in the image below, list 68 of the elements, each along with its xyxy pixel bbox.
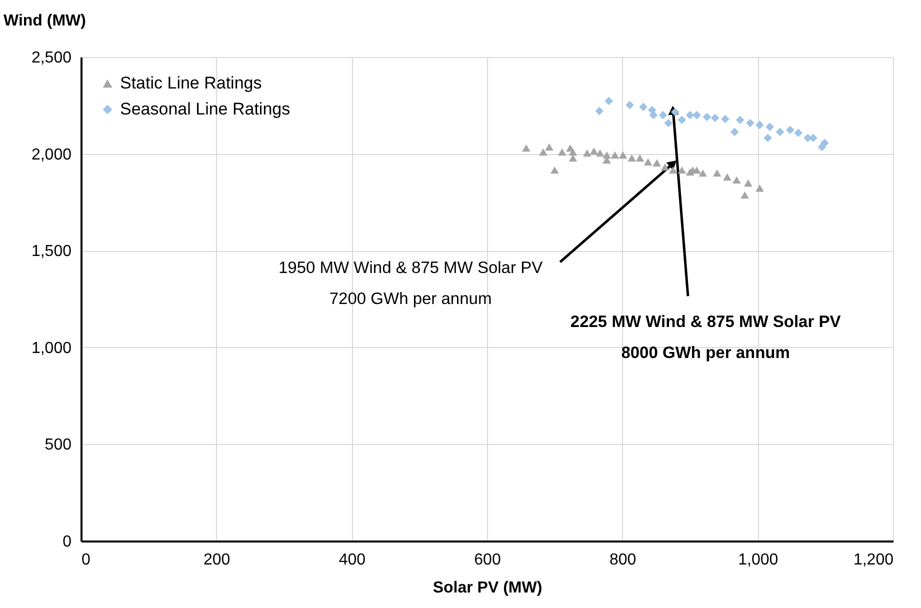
point — [636, 154, 644, 162]
point — [558, 148, 566, 156]
point — [590, 147, 598, 155]
point — [712, 169, 722, 177]
y-tick-label: 500 — [44, 436, 72, 454]
point — [744, 179, 752, 187]
point — [538, 148, 548, 156]
point — [545, 143, 554, 151]
x-tick-label: 200 — [203, 552, 230, 568]
point — [692, 110, 701, 120]
point — [639, 102, 648, 112]
point — [736, 116, 744, 124]
point — [764, 134, 772, 142]
annotation: 1950 MW Wind & 875 MW Solar PV 7200 GWh per annum — [278, 259, 543, 308]
point — [746, 118, 754, 128]
x-tick-label: 800 — [609, 552, 636, 568]
point — [698, 169, 708, 177]
point — [664, 118, 673, 128]
point — [732, 176, 741, 184]
point — [595, 106, 604, 116]
point — [604, 96, 613, 106]
y-tick-label: 1,000 — [31, 340, 72, 357]
point — [678, 116, 686, 124]
x-tick-label: 400 — [338, 552, 366, 568]
y-tick-label: 0 — [62, 534, 72, 550]
x-tick-label: 1,200 — [853, 552, 894, 568]
point — [786, 126, 794, 134]
point — [522, 144, 530, 152]
x-axis-title: Solar PV (MW) — [432, 580, 542, 596]
annotation: 2225 MW Wind & 875 MW Solar PV 8000 GWh per annum — [570, 313, 841, 362]
point — [582, 149, 592, 157]
point — [756, 120, 764, 130]
point — [756, 184, 764, 192]
point — [670, 108, 680, 116]
y-axis-title: Wind (MW) — [4, 12, 86, 30]
point — [628, 154, 636, 162]
point — [766, 122, 774, 132]
point — [618, 151, 628, 159]
point — [568, 148, 578, 156]
legend-label: Seasonal Line Ratings — [120, 100, 290, 118]
point — [644, 158, 652, 166]
x-tick-label: 0 — [82, 552, 90, 568]
point — [658, 110, 668, 120]
point — [702, 112, 712, 122]
point — [794, 128, 802, 138]
legend-label: Static Line Ratings — [120, 74, 262, 92]
y-tick-label: 1,500 — [31, 243, 72, 260]
point — [820, 138, 829, 148]
point — [652, 159, 662, 167]
x-tick-label: 600 — [474, 552, 501, 568]
point — [610, 151, 620, 159]
point — [596, 149, 604, 157]
point — [692, 166, 701, 174]
point — [550, 166, 559, 174]
point — [776, 128, 784, 136]
y-tick-label: 2,500 — [31, 50, 72, 66]
point — [668, 166, 678, 174]
point — [686, 110, 694, 120]
point — [626, 100, 634, 110]
point — [740, 191, 749, 199]
y-tick-label: 2,000 — [31, 146, 72, 164]
point — [723, 173, 732, 181]
point — [721, 114, 730, 124]
point — [660, 163, 670, 171]
point — [678, 166, 686, 174]
point — [730, 128, 739, 136]
x-tick-label: 1,000 — [738, 552, 778, 568]
point — [710, 114, 720, 122]
